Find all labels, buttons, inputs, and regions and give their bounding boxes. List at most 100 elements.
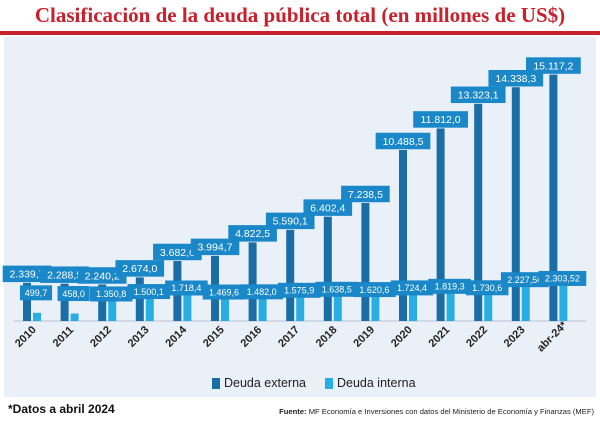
data-label-deuda-externa: 2.339,7 <box>9 269 44 281</box>
data-label-deuda-externa-bg <box>413 111 468 128</box>
data-label-deuda-externa: 11.812,0 <box>421 114 461 126</box>
bar-deuda-interna <box>484 292 493 321</box>
data-label-deuda-externa: 2.240,2 <box>85 270 120 282</box>
data-label-deuda-interna: 1.500,1 <box>134 287 164 297</box>
data-label-deuda-externa: 4.822,5 <box>235 228 270 240</box>
bar-deuda-interna <box>108 298 117 321</box>
data-label-deuda-interna-bg <box>165 280 208 296</box>
bar-deuda-interna <box>296 295 305 321</box>
data-label-deuda-externa-bg <box>488 69 544 87</box>
bar-deuda-externa <box>135 277 144 321</box>
bar-deuda-interna <box>409 292 417 321</box>
data-label-deuda-interna: 1.469,6 <box>209 287 239 297</box>
source-label: Fuente: <box>279 407 307 416</box>
data-label-deuda-interna-bg <box>465 280 509 296</box>
data-label-deuda-externa: 6.402,4 <box>310 202 345 214</box>
labels-deuda-externa: 2.339,7 2.288,5 2.240,22.674,03.682,0 3.994… <box>2 57 581 284</box>
bar-deuda-externa <box>361 202 370 321</box>
bar-deuda-externa <box>248 242 257 321</box>
bar-deuda-interna <box>371 294 380 321</box>
data-label-deuda-externa: 15.117,2 <box>533 60 573 72</box>
data-label-deuda-interna-bg <box>240 284 283 300</box>
legend-item-deuda-interna-swatch <box>325 378 333 389</box>
bar-deuda-interna <box>183 292 192 321</box>
data-label-deuda-externa-bg <box>190 238 240 256</box>
bar-deuda-externa <box>98 284 107 321</box>
series-deuda-interna <box>33 283 568 321</box>
bar-deuda-interna <box>258 296 267 321</box>
chart-title: Clasificación de la deuda pública total … <box>34 3 566 27</box>
data-label-deuda-externa-bg <box>450 86 506 104</box>
data-label-deuda-externa: 14.338,3 <box>495 73 536 85</box>
data-label-deuda-interna: 1.730,6 <box>472 283 502 293</box>
bar-deuda-interna <box>333 294 342 321</box>
data-label-deuda-externa: 2.674,0 <box>122 263 157 275</box>
legend-item-deuda-externa: Deuda externa <box>224 376 306 390</box>
data-label-deuda-externa: 13.323,1 <box>458 90 499 102</box>
data-label-deuda-externa: 2.288,5 <box>47 269 82 281</box>
data-label-deuda-interna: 2.227,56 <box>507 275 542 285</box>
data-label-deuda-externa-bg <box>153 243 202 261</box>
bar-deuda-interna <box>145 296 154 321</box>
data-label-deuda-externa: 3.682,0 <box>160 247 195 259</box>
data-label-deuda-interna-bg <box>127 284 171 300</box>
legend-item-deuda-interna: Deuda interna <box>337 376 416 390</box>
data-label-deuda-interna-bg <box>428 278 471 294</box>
data-label-deuda-interna-bg <box>500 272 549 288</box>
data-label-deuda-interna: 1.350,8 <box>96 289 126 299</box>
legend: Deuda externa Deuda interna <box>212 376 416 390</box>
data-label-deuda-externa: 7.238,5 <box>348 189 383 201</box>
bar-deuda-externa <box>286 229 295 321</box>
labels-deuda-interna: 499,7 458,0 1.350,8 1.500,1 1.718,4 1.469,6 1.… <box>19 270 587 302</box>
bar-deuda-externa <box>549 74 558 322</box>
bar-deuda-externa <box>399 150 407 321</box>
bar-deuda-externa <box>511 87 520 321</box>
data-label-deuda-externa-bg <box>341 185 390 203</box>
data-label-deuda-interna-bg <box>277 282 321 298</box>
data-label-deuda-interna: 1.718,4 <box>171 283 201 293</box>
data-label-deuda-interna: 1.819,3 <box>435 282 465 292</box>
data-label-deuda-interna: 1.638,5 <box>322 285 352 295</box>
bar-deuda-interna <box>446 291 455 321</box>
data-label-deuda-interna-bg <box>89 286 133 302</box>
source-text: MF Economía e Inversiones con datos del … <box>308 407 594 416</box>
data-label-deuda-interna-bg <box>390 280 434 296</box>
data-label-deuda-externa-bg <box>228 225 277 242</box>
data-label-deuda-externa-bg <box>375 132 431 150</box>
data-label-deuda-interna-bg <box>202 284 246 300</box>
data-label-deuda-interna: 1.724,4 <box>397 283 427 293</box>
bar-deuda-externa <box>474 103 483 322</box>
data-label-deuda-externa: 3.994,7 <box>197 242 232 254</box>
data-label-deuda-externa-bg <box>77 267 127 284</box>
data-label-deuda-externa-bg <box>303 199 353 216</box>
title-underline <box>0 31 600 35</box>
bar-deuda-interna <box>221 297 229 321</box>
bar-deuda-interna <box>559 283 568 321</box>
data-label-deuda-externa-bg <box>265 212 315 230</box>
data-label-deuda-externa-bg <box>526 57 581 74</box>
legend-item-deuda-externa-swatch <box>212 378 220 389</box>
data-label-deuda-externa-bg <box>115 260 165 277</box>
data-label-deuda-interna-bg <box>538 270 587 286</box>
data-label-deuda-interna: 458,0 <box>62 289 85 299</box>
data-label-deuda-interna-bg <box>315 281 359 297</box>
data-label-deuda-interna: 1.620,6 <box>359 285 389 295</box>
footnote: *Datos a abril 2024 <box>8 402 115 416</box>
bar-deuda-interna <box>33 312 41 321</box>
data-label-deuda-externa: 5.590,1 <box>273 216 308 228</box>
data-label-deuda-externa: 10.488,5 <box>383 136 424 148</box>
source-note: Fuente: MF Economía e Inversiones con da… <box>279 407 594 416</box>
data-label-deuda-externa-bg <box>2 265 52 283</box>
data-label-deuda-interna: 1.482,0 <box>247 287 277 297</box>
bar-deuda-externa <box>23 282 31 321</box>
bar-deuda-externa <box>323 216 332 321</box>
data-label-deuda-interna-bg <box>353 282 396 298</box>
data-label-deuda-interna: 499,7 <box>25 288 48 298</box>
bar-deuda-interna <box>521 284 530 321</box>
data-label-deuda-interna: 2.303,52 <box>545 274 580 284</box>
data-label-deuda-interna: 1.575,9 <box>284 286 314 296</box>
data-label-deuda-interna-bg <box>19 285 53 301</box>
bar-deuda-externa <box>60 283 69 321</box>
